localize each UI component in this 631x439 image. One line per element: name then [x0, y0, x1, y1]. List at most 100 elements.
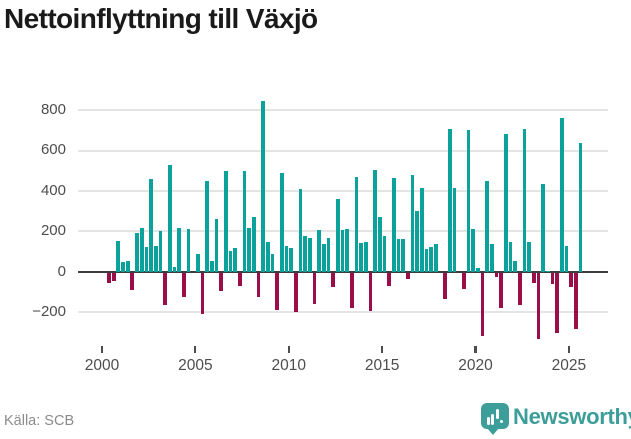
- bar: [125, 260, 130, 272]
- bar: [261, 100, 265, 272]
- bar: [317, 230, 321, 272]
- bar: [275, 273, 279, 310]
- x-axis-label: 2005: [178, 357, 213, 374]
- x-axis-label: 2025: [551, 357, 587, 374]
- bar: [293, 273, 298, 312]
- speech-bubble-tail: [487, 428, 499, 435]
- bar: [153, 246, 158, 272]
- newsworthy-badge: [481, 403, 509, 429]
- bar: [405, 273, 410, 280]
- bar: [219, 273, 223, 291]
- bar: [517, 273, 522, 306]
- x-axis-tick: [287, 346, 290, 353]
- bar: [289, 247, 293, 272]
- y-axis-label: 600: [40, 141, 66, 159]
- bar: [163, 273, 167, 305]
- gridline: [78, 311, 608, 314]
- bar: [489, 244, 494, 272]
- bar: [256, 273, 261, 297]
- y-axis-label: 400: [40, 181, 66, 199]
- bar: [447, 128, 452, 272]
- bar: [555, 273, 560, 333]
- bar: [116, 240, 121, 272]
- x-axis-tick: [100, 346, 104, 353]
- bar: [349, 273, 354, 308]
- bar: [209, 260, 214, 272]
- bar: [172, 267, 177, 272]
- bar: [237, 273, 242, 287]
- bar: [359, 243, 363, 272]
- bar: [368, 273, 373, 312]
- exclamation-dot-icon: [499, 419, 503, 423]
- bar: [396, 238, 401, 272]
- bar: [429, 247, 433, 272]
- y-axis-label: 800: [40, 101, 66, 119]
- bar: [158, 230, 163, 272]
- bar: [284, 245, 289, 272]
- bar: [265, 241, 270, 272]
- bar: [415, 211, 419, 272]
- x-axis-zero-line: [78, 270, 608, 273]
- bar: [433, 244, 438, 272]
- bar: [186, 229, 191, 272]
- bar: [419, 188, 424, 272]
- gridline: [78, 109, 608, 112]
- x-axis-tick: [194, 346, 197, 353]
- bar: [410, 174, 415, 272]
- bar: [373, 169, 377, 272]
- bar: [195, 253, 200, 272]
- bar: [513, 260, 517, 272]
- bar: [387, 273, 391, 286]
- x-axis-label: 2000: [84, 357, 120, 374]
- bar: [335, 199, 340, 272]
- brand-name: Newsworthy: [513, 404, 631, 429]
- bar: [177, 228, 181, 272]
- bar: [541, 184, 545, 272]
- x-axis-label: 2020: [458, 357, 493, 374]
- bar: [485, 180, 489, 272]
- bar: [200, 273, 205, 315]
- bar: [424, 249, 429, 272]
- x-axis-tick: [474, 346, 477, 353]
- bar: [270, 253, 275, 272]
- x-axis-label: 2010: [271, 357, 306, 374]
- bar: [135, 233, 139, 272]
- bar: [550, 273, 555, 285]
- bar: [205, 180, 209, 272]
- bar: [130, 273, 135, 290]
- bar: [475, 267, 480, 272]
- bar: [499, 273, 503, 309]
- bar: [233, 248, 237, 272]
- bar: [107, 273, 111, 283]
- bar: [503, 134, 508, 272]
- bar-chart-icon: [486, 417, 490, 425]
- bar: [326, 237, 331, 272]
- bar: [167, 164, 172, 272]
- bar: [228, 250, 233, 272]
- source-note: Källa: SCB: [4, 413, 75, 429]
- bar: [545, 270, 550, 272]
- x-axis-tick: [381, 346, 384, 353]
- bar: [251, 216, 256, 272]
- bar: [312, 273, 317, 304]
- bar: [536, 273, 541, 340]
- bar: [569, 273, 574, 287]
- bar: [321, 244, 326, 272]
- x-axis-label: 2015: [364, 357, 400, 374]
- bar: [121, 262, 125, 272]
- bar: [181, 273, 186, 297]
- bar: [578, 142, 583, 272]
- bar: [340, 230, 345, 272]
- bar: [494, 273, 499, 277]
- bar: [307, 238, 312, 272]
- bar: [574, 273, 578, 330]
- bar: [401, 238, 405, 272]
- bar: [480, 273, 485, 337]
- bar: [559, 117, 564, 272]
- bar: [139, 228, 144, 272]
- bar: [452, 188, 457, 272]
- bar: [564, 246, 569, 272]
- bar: [111, 273, 116, 281]
- bar: [531, 273, 536, 284]
- bar: [466, 130, 471, 272]
